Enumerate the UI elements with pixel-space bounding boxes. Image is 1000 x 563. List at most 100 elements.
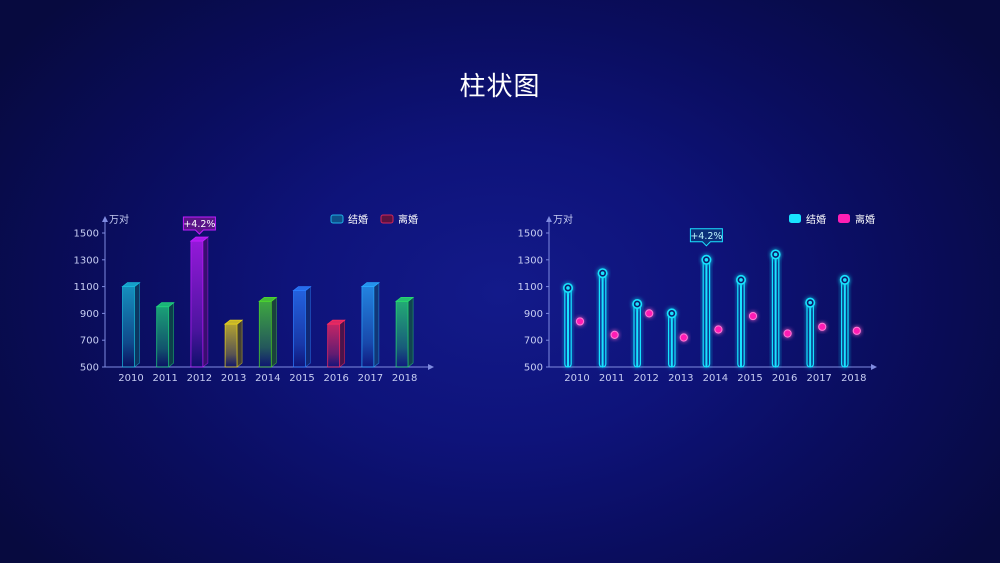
left-y-tick-label: 700 <box>80 336 99 347</box>
right-legend-item-marriage[interactable]: 结婚 <box>789 213 826 226</box>
left-y-tick-label: 1300 <box>74 255 99 266</box>
left-bar-front <box>258 300 272 368</box>
right-bar-divorce-2014[interactable] <box>714 325 723 367</box>
left-y-axis: 万对 <box>102 213 129 367</box>
left-bar-2015[interactable] <box>292 285 312 368</box>
left-y-axis-arrow-icon <box>102 216 108 222</box>
right-x-axis-arrow-icon <box>871 364 877 370</box>
left-bar-side <box>373 281 380 368</box>
left-bar-2010[interactable] <box>121 281 141 368</box>
left-bar-front <box>395 300 409 368</box>
right-bar-head-dot <box>773 252 778 257</box>
left-bar-side <box>339 319 345 368</box>
right-bar-divorce-2011[interactable] <box>610 330 619 367</box>
right-bars <box>562 249 861 368</box>
right-x-axis <box>549 364 877 370</box>
left-legend: 结婚 离婚 <box>330 213 418 226</box>
left-legend-label-marriage: 结婚 <box>348 213 368 226</box>
right-y-axis-unit: 万对 <box>553 213 573 226</box>
left-legend-item-divorce[interactable]: 离婚 <box>380 213 418 226</box>
right-bar-divorce-2010[interactable] <box>575 317 585 367</box>
right-bar-marriage-2011[interactable] <box>597 268 608 368</box>
left-bar-top <box>121 282 141 287</box>
left-bar-side <box>134 281 140 368</box>
left-bar-side <box>271 296 277 368</box>
left-bar-2013[interactable] <box>223 319 244 368</box>
right-y-axis-arrow-icon <box>546 216 552 222</box>
left-bar-front <box>361 286 375 368</box>
right-x-tick-label: 2016 <box>772 373 797 384</box>
right-bar-head <box>645 309 654 318</box>
right-bar-head <box>575 317 585 326</box>
right-bar-head-dot <box>635 302 639 306</box>
right-bar-marriage-2013[interactable] <box>666 308 677 368</box>
left-bar-front <box>293 290 306 368</box>
left-bar-front <box>327 323 341 368</box>
right-bar-marriage-2017[interactable] <box>805 297 816 368</box>
left-x-axis-arrow-icon <box>428 364 434 370</box>
right-bar-marriage-2014[interactable] <box>701 254 712 368</box>
right-bar-head <box>610 330 619 339</box>
left-bar-2011[interactable] <box>155 302 175 368</box>
left-y-tick-label: 500 <box>80 363 99 374</box>
left-bar-top <box>223 319 244 325</box>
right-legend-swatch-divorce <box>838 214 850 223</box>
left-bar-2016[interactable] <box>326 319 346 368</box>
left-bar-front <box>190 240 204 368</box>
left-bar-top <box>258 296 278 302</box>
right-y-tick-label: 1100 <box>518 282 543 293</box>
right-bar-divorce-2015[interactable] <box>748 311 758 367</box>
right-y-axis: 万对 <box>546 213 573 367</box>
right-bar-head <box>818 322 827 331</box>
left-y-tick-label: 900 <box>80 309 99 320</box>
right-bar-divorce-2012[interactable] <box>645 309 654 367</box>
right-x-tick-label: 2010 <box>564 373 589 384</box>
right-annotation: +4.2% <box>689 228 723 247</box>
right-x-tick-label: 2017 <box>806 373 831 384</box>
right-bar-head-dot <box>704 258 709 262</box>
right-bar-divorce-2017[interactable] <box>818 322 827 367</box>
right-bar-head-dot <box>808 300 812 305</box>
left-bar-2014[interactable] <box>258 296 278 368</box>
right-y-tick-label: 1300 <box>518 255 543 266</box>
left-legend-swatch-divorce <box>380 214 394 224</box>
left-x-tick-label: 2017 <box>358 373 383 384</box>
right-bar-head-dot <box>670 311 674 316</box>
right-bar-head-dot <box>566 286 570 290</box>
left-bar-top <box>326 319 346 325</box>
right-bar-head <box>679 333 688 342</box>
right-bar-head-dot <box>739 278 743 282</box>
left-bar-side <box>236 319 243 368</box>
left-x-ticks: 2010 2011 2012 2013 2014 2015 2016 2017 2018 <box>118 373 417 384</box>
right-bar-divorce-2016[interactable] <box>783 329 792 367</box>
left-bar-2017[interactable] <box>360 281 381 368</box>
left-annotation-text: +4.2% <box>183 219 215 230</box>
left-legend-item-marriage[interactable]: 结婚 <box>330 213 368 226</box>
right-bar-marriage-2015[interactable] <box>735 274 746 368</box>
right-x-tick-label: 2018 <box>841 373 866 384</box>
right-bar-head <box>748 311 758 321</box>
left-bar-top <box>189 236 210 242</box>
right-bar-head <box>852 326 861 335</box>
right-legend-item-divorce[interactable]: 离婚 <box>838 213 875 226</box>
left-y-axis-unit: 万对 <box>109 213 129 226</box>
page-title: 柱状图 <box>459 72 541 102</box>
left-bar-2018[interactable] <box>394 296 415 368</box>
right-x-tick-label: 2013 <box>668 373 693 384</box>
left-bar-front <box>122 286 135 368</box>
right-bar-marriage-2010[interactable] <box>562 282 573 368</box>
right-bar-divorce-2013[interactable] <box>679 333 688 367</box>
left-bar-top <box>394 296 415 302</box>
left-x-tick-label: 2013 <box>221 373 246 384</box>
right-bar-divorce-2018[interactable] <box>852 326 861 367</box>
left-annotation: +4.2% <box>182 216 216 235</box>
left-y-tick-label: 1500 <box>74 229 99 240</box>
right-bar-marriage-2018[interactable] <box>839 274 850 368</box>
left-legend-label-divorce: 离婚 <box>398 213 418 226</box>
left-bar-top <box>292 286 312 292</box>
right-x-ticks: 2010 2011 2012 2013 2014 2015 2016 2017 2018 <box>564 373 866 384</box>
left-bar-2012[interactable] <box>189 236 210 368</box>
right-bar-marriage-2012[interactable] <box>632 299 643 368</box>
right-bar-marriage-2016[interactable] <box>770 249 781 368</box>
